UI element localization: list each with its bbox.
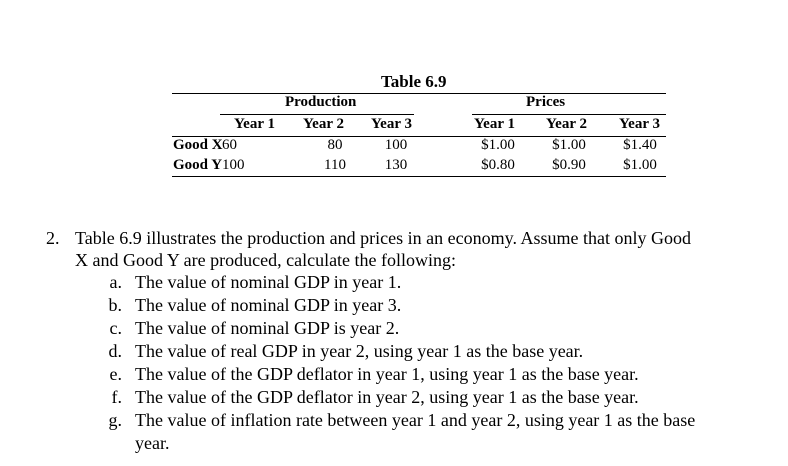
- production-header: Production: [285, 94, 357, 110]
- production-year-1-cell: 60: [222, 137, 237, 153]
- item-letter: a.: [109, 272, 123, 292]
- prices-rule: [472, 114, 666, 115]
- production-year-1-cell: 100: [222, 157, 245, 173]
- production-year-3-cell: 100: [384, 137, 408, 153]
- price-year-2-cell: $1.00: [552, 137, 586, 153]
- item-text: The value of the GDP deflator in year 1,…: [135, 364, 639, 384]
- item-text: The value of nominal GDP in year 1.: [135, 272, 402, 292]
- item-letter: b.: [108, 295, 123, 315]
- item-letter: c.: [109, 318, 123, 338]
- price-year-3-cell: $1.00: [623, 157, 657, 173]
- price-year-1-cell: $1.00: [481, 137, 515, 153]
- item-text: The value of nominal GDP in year 3.: [135, 295, 402, 315]
- prices-header: Prices: [526, 94, 566, 110]
- price-year-1-cell: $0.80: [481, 157, 515, 173]
- prices-year-3-header: Year 3: [619, 116, 660, 132]
- table-bottom-rule: [172, 176, 666, 177]
- production-year-2-header: Year 2: [303, 116, 344, 132]
- production-year-2-cell: 110: [324, 157, 346, 173]
- production-year-3-header: Year 3: [371, 116, 412, 132]
- prices-year-2-header: Year 2: [546, 116, 587, 132]
- item-text: The value of the GDP deflator in year 2,…: [135, 387, 639, 407]
- item-letter: g.: [108, 410, 123, 430]
- production-year-2-cell: 80: [327, 137, 343, 153]
- production-year-3-cell: 130: [384, 157, 408, 173]
- item-text: The value of inflation rate between year…: [135, 410, 696, 430]
- item-text-continuation: year.: [135, 433, 170, 453]
- item-letter: f.: [111, 387, 123, 407]
- item-text: The value of real GDP in year 2, using y…: [135, 341, 584, 361]
- table-title: Table 6.9: [381, 72, 447, 91]
- prices-year-1-header: Year 1: [474, 116, 515, 132]
- production-year-1-header: Year 1: [234, 116, 275, 132]
- table-top-rule: [172, 93, 666, 94]
- item-text: The value of nominal GDP is year 2.: [135, 318, 400, 338]
- row-label: Good X: [173, 137, 223, 153]
- price-year-2-cell: $0.90: [552, 157, 586, 173]
- question-text-line-2: X and Good Y are produced, calculate the…: [75, 250, 457, 270]
- production-rule: [220, 114, 414, 115]
- price-year-3-cell: $1.40: [623, 137, 657, 153]
- item-letter: d.: [108, 341, 123, 361]
- header-bottom-rule: [172, 136, 666, 137]
- question-text-line-1: Table 6.9 illustrates the production and…: [75, 228, 691, 248]
- question-number: 2.: [46, 228, 60, 248]
- item-letter: e.: [109, 364, 123, 384]
- row-label: Good Y: [173, 157, 223, 173]
